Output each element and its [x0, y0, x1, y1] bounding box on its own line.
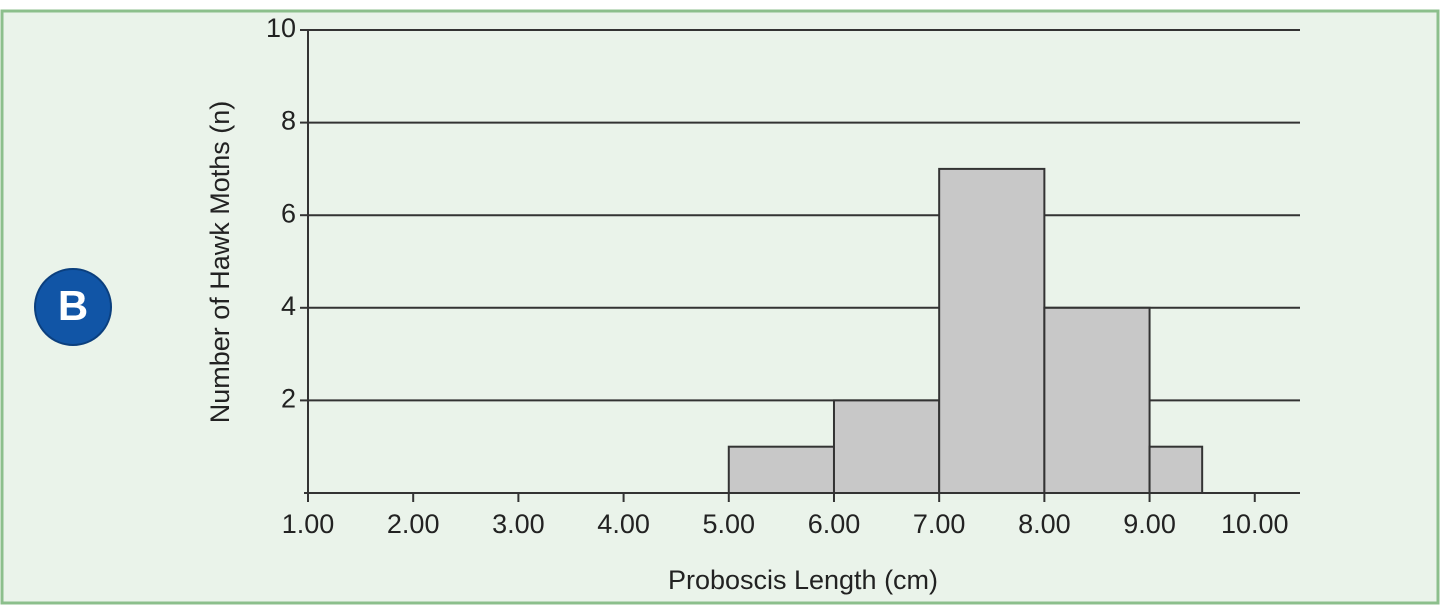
y-tick-label: 2 — [281, 384, 296, 414]
y-tick-label: 8 — [281, 106, 296, 136]
panel-label: B — [58, 282, 88, 329]
histogram-bar — [1043, 306, 1151, 494]
panel-badge — [34, 268, 112, 346]
histogram-bar — [832, 399, 941, 494]
x-tick-label: 5.00 — [703, 509, 756, 539]
x-tick-label: 9.00 — [1123, 509, 1176, 539]
x-axis-title: Proboscis Length (cm) — [668, 565, 938, 595]
histogram-bar — [938, 167, 1046, 494]
x-tick-label: 2.00 — [387, 509, 440, 539]
x-tick-label: 8.00 — [1018, 509, 1071, 539]
y-tick-label: 10 — [266, 13, 296, 43]
x-tick-label: 10.00 — [1221, 509, 1289, 539]
x-tick-label: 6.00 — [808, 509, 861, 539]
histogram-bar — [727, 445, 835, 495]
x-tick-label: 4.00 — [597, 509, 650, 539]
x-tick-label: 3.00 — [492, 509, 545, 539]
y-tick-label: 6 — [281, 198, 296, 228]
y-tick-label: 4 — [281, 291, 296, 321]
x-tick-label: 7.00 — [913, 509, 966, 539]
y-axis-title: Number of Hawk Moths (n) — [205, 101, 235, 424]
x-tick-label: 1.00 — [282, 509, 335, 539]
histogram-bar — [1148, 445, 1204, 495]
